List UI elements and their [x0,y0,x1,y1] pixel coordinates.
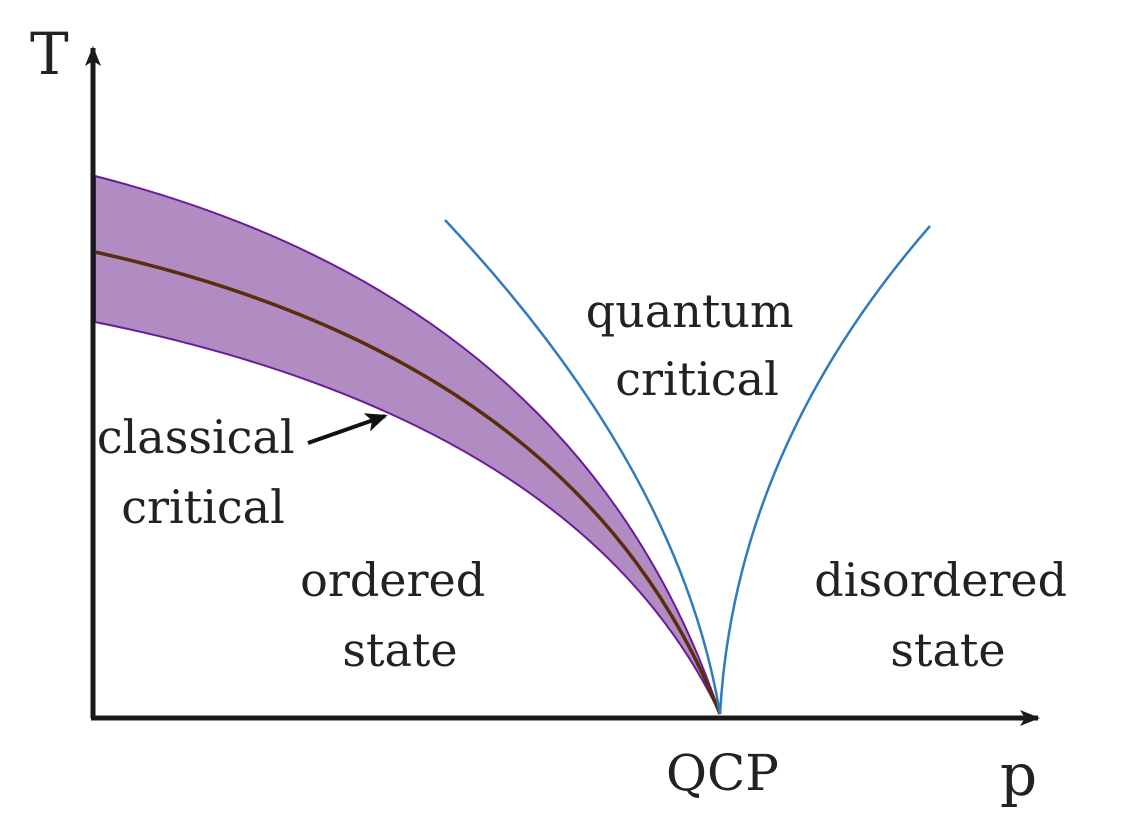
qcp-label: QCP [666,744,779,802]
classical-critical-pointer-arrow [307,413,388,445]
classical-critical-label: classical critical [97,410,309,534]
crossover-line-left [444,219,722,715]
quantum-critical-label: quantum critical [586,284,808,406]
crossover-line-right [718,225,931,715]
ordered-state-label: ordered state [300,553,500,677]
y-axis-label: T [30,20,69,88]
disordered-state-label: disordered state [814,553,1081,677]
classical-transition-line [94,250,722,715]
x-axis-label: p [1000,741,1037,809]
